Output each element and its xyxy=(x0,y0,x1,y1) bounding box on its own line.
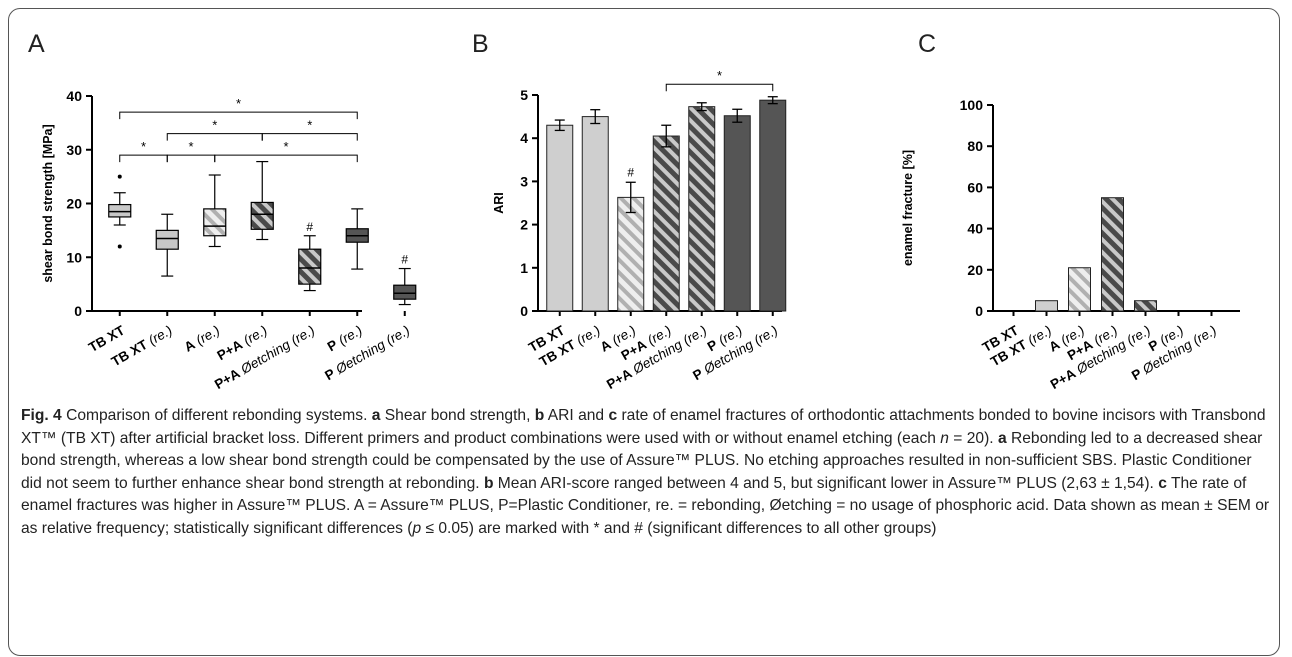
y-tick-label: 60 xyxy=(967,179,983,195)
bar xyxy=(1068,267,1091,312)
bar xyxy=(688,106,716,312)
figure-caption: Fig. 4 Comparison of different rebonding… xyxy=(21,405,1271,541)
significance-star: * xyxy=(717,68,722,83)
caption-text: Mean ARI-score ranged between 4 and 5, b… xyxy=(493,474,1159,492)
y-tick-label: 0 xyxy=(520,303,528,319)
significance-bracket xyxy=(665,83,774,92)
y-axis-label: shear bond strength [MPa] xyxy=(41,124,55,282)
bar xyxy=(759,99,787,312)
significance-bracket xyxy=(261,133,358,141)
panel-letter-a: A xyxy=(28,30,45,58)
outlier-point xyxy=(117,174,122,179)
bar xyxy=(1134,300,1157,312)
significance-bracket xyxy=(119,154,168,163)
bar xyxy=(723,115,751,312)
y-tick-label: 80 xyxy=(967,138,983,154)
bar xyxy=(1101,197,1124,312)
caption-text: a xyxy=(997,429,1007,447)
y-tick-label: 4 xyxy=(520,130,528,146)
y-tick-label: 0 xyxy=(975,303,983,319)
caption-text: a xyxy=(371,407,381,424)
significance-mark: # xyxy=(627,165,634,179)
bar xyxy=(581,116,609,312)
outlier-point xyxy=(117,244,122,249)
y-axis-label: enamel fracture [%] xyxy=(901,150,915,266)
figure-frame xyxy=(8,8,1280,656)
significance-star: * xyxy=(307,118,312,133)
significance-mark: # xyxy=(306,220,313,234)
significance-star: * xyxy=(236,96,241,111)
caption-text: = 20). xyxy=(948,429,998,447)
significance-bracket xyxy=(166,133,263,141)
significance-star: * xyxy=(188,139,193,154)
box xyxy=(250,201,274,230)
box xyxy=(155,229,179,250)
caption-text: b xyxy=(534,407,545,424)
y-axis-label: ARI xyxy=(492,192,506,214)
caption-text: c xyxy=(608,407,618,424)
caption-text: rate of enamel fractures of orthodontic … xyxy=(21,407,1266,447)
caption-text: ARI and xyxy=(544,407,609,424)
y-tick-label: 40 xyxy=(66,88,82,104)
caption-text: Rebonding led to a decreased shear bond … xyxy=(21,429,1263,492)
caption-text: The rate of enamel fractures was higher … xyxy=(21,474,1270,537)
caption-text: c xyxy=(1158,474,1167,492)
panel-letter-b: B xyxy=(472,30,489,58)
panel-letter-c: C xyxy=(918,30,936,58)
significance-bracket xyxy=(166,154,216,163)
caption-text: b xyxy=(483,474,494,492)
significance-bracket xyxy=(119,111,358,120)
y-tick-label: 20 xyxy=(967,262,983,278)
bar xyxy=(652,135,680,312)
bar xyxy=(1035,300,1058,312)
significance-mark: # xyxy=(401,253,408,267)
y-tick-label: 3 xyxy=(520,173,528,189)
bar xyxy=(546,124,574,312)
box xyxy=(393,284,417,300)
y-tick-label: 1 xyxy=(520,260,528,276)
x-tick-label: P Øetching (re.) xyxy=(322,323,412,384)
box xyxy=(298,248,322,285)
significance-star: * xyxy=(141,139,146,154)
y-tick-label: 5 xyxy=(520,87,528,103)
y-tick-label: 30 xyxy=(66,142,82,158)
caption-text: ≤ 0.05) are marked with * and # (signifi… xyxy=(421,519,937,537)
box xyxy=(203,208,227,237)
y-tick-label: 0 xyxy=(74,303,82,319)
caption-text: n xyxy=(940,429,949,447)
y-tick-label: 20 xyxy=(66,196,82,212)
y-tick-label: 40 xyxy=(967,221,983,237)
caption-text: p xyxy=(412,519,422,537)
y-tick-label: 100 xyxy=(960,97,984,113)
box xyxy=(108,203,132,218)
caption-figure-label: Fig. 4 xyxy=(21,407,62,424)
significance-star: * xyxy=(283,139,288,154)
y-tick-label: 10 xyxy=(66,249,82,265)
significance-star: * xyxy=(212,118,217,133)
significance-bracket xyxy=(214,154,358,163)
caption-text: Shear bond strength, xyxy=(380,407,535,424)
bar xyxy=(617,196,645,312)
y-tick-label: 2 xyxy=(520,217,528,233)
caption-text: Comparison of different rebonding system… xyxy=(61,407,372,424)
